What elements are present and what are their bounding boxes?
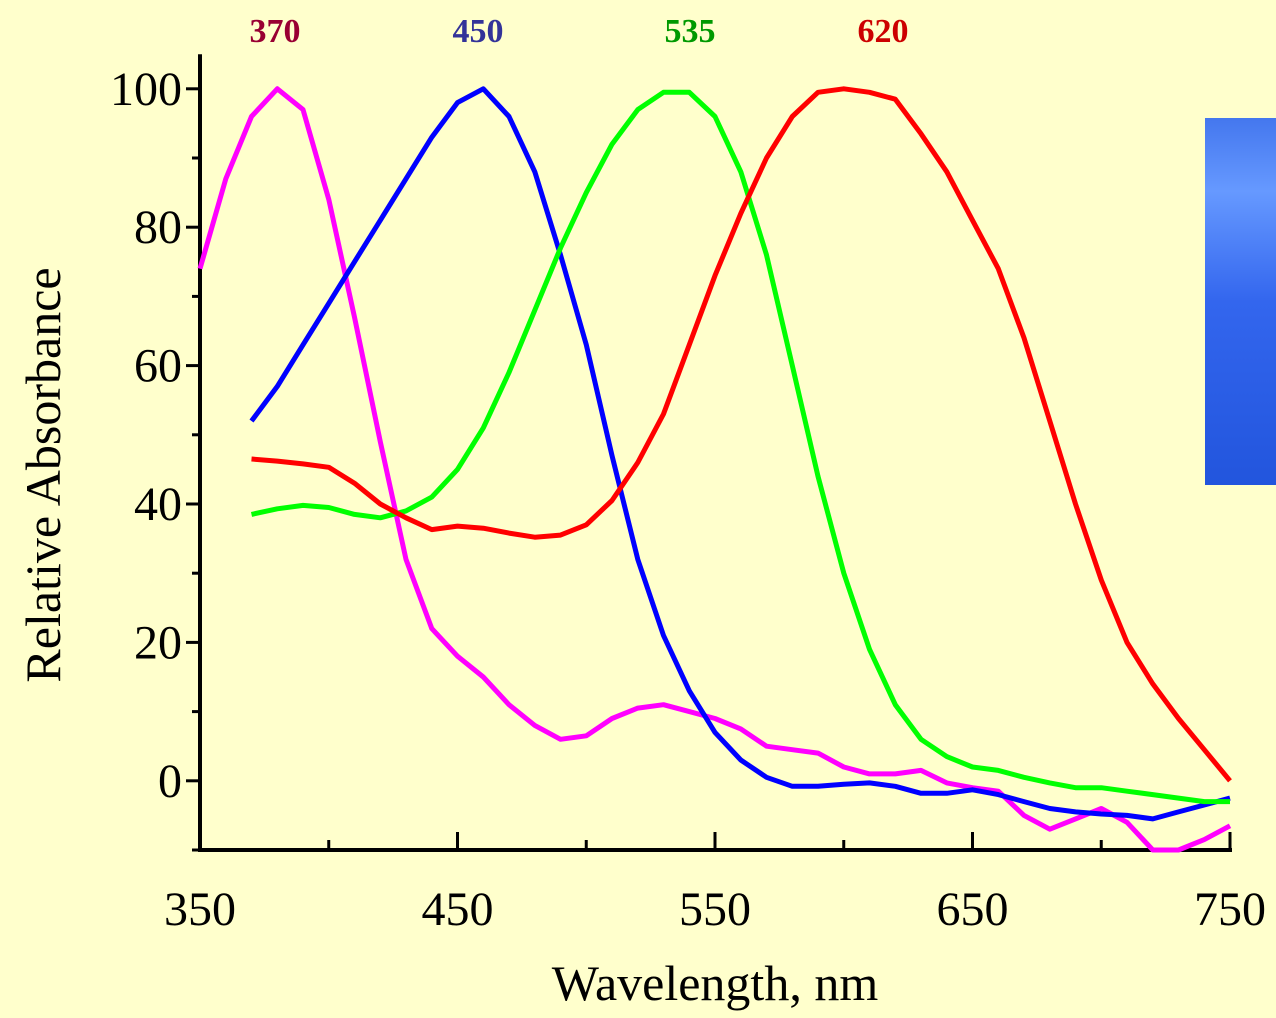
series-label: 370 <box>250 13 301 50</box>
series-line <box>250 89 1230 805</box>
y-tick-label: 40 <box>134 478 182 531</box>
y-tick-label: 100 <box>110 63 182 116</box>
y-tick-label: 20 <box>134 616 182 669</box>
series-label: 450 <box>453 13 504 50</box>
x-axis-title: Wavelength, nm <box>552 955 879 1011</box>
series-label: 620 <box>858 13 909 50</box>
y-tick-label: 80 <box>134 201 182 254</box>
x-tick-label: 450 <box>422 883 494 936</box>
y-tick-label: 60 <box>134 340 182 393</box>
x-tick-label: 650 <box>937 883 1009 936</box>
series-line <box>197 86 1232 853</box>
y-axis-title: Relative Absorbance <box>15 267 71 682</box>
y-tick-label: 0 <box>158 755 182 808</box>
x-tick-label: 750 <box>1194 883 1266 936</box>
x-tick-label: 350 <box>164 883 236 936</box>
side-image <box>1205 118 1276 485</box>
x-tick-label: 550 <box>679 883 751 936</box>
series-label: 535 <box>665 13 716 50</box>
series-line <box>251 86 1232 783</box>
series-line <box>249 86 1231 822</box>
